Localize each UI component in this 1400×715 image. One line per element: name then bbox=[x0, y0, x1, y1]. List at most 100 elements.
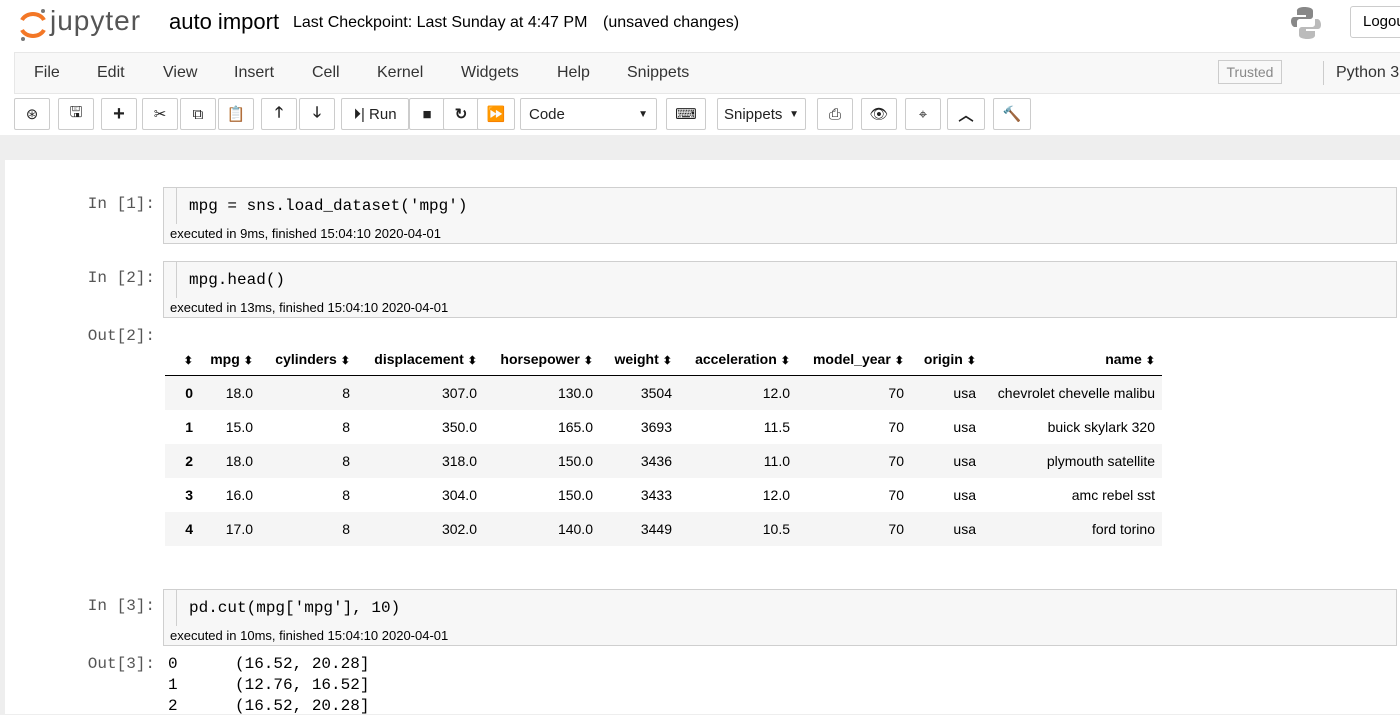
table-cell: 130.0 bbox=[484, 375, 600, 410]
table-cell: 307.0 bbox=[357, 375, 484, 410]
index-header[interactable]: ⬍ bbox=[165, 343, 200, 376]
move-up-button[interactable]: 🡑 bbox=[261, 98, 297, 130]
input-prompt: In [1]: bbox=[87, 195, 155, 213]
logo-icon bbox=[20, 9, 46, 41]
column-name: horsepower bbox=[500, 351, 580, 367]
sort-icon: ⬍ bbox=[1145, 355, 1155, 367]
column-header[interactable]: acceleration ⬍ bbox=[679, 343, 797, 376]
row-index: 2 bbox=[165, 444, 200, 478]
output-prompt: Out[2]: bbox=[87, 327, 155, 345]
column-name: acceleration bbox=[695, 351, 777, 367]
row-index: 1 bbox=[185, 419, 193, 435]
table-cell: 17.0 bbox=[200, 512, 260, 546]
row-index: 4 bbox=[165, 512, 200, 546]
copy-button[interactable]: ⧉ bbox=[180, 98, 216, 130]
table-cell: 12.0 bbox=[679, 375, 797, 410]
sort-icon: ⬍ bbox=[583, 355, 593, 367]
menu-item[interactable]: Widgets bbox=[461, 64, 519, 81]
table-cell: 70 bbox=[797, 375, 911, 410]
column-name: mpg bbox=[210, 351, 240, 367]
table-cell: 16.0 bbox=[225, 487, 253, 503]
column-header[interactable]: horsepower ⬍ bbox=[484, 343, 600, 376]
series-value: (16.52, 20.28] bbox=[235, 655, 370, 673]
keyboard-button[interactable]: ⌨ bbox=[666, 98, 706, 130]
print-button[interactable]: ⎙ bbox=[817, 98, 853, 130]
input-prompt: In [3]: bbox=[87, 597, 155, 615]
column-header[interactable]: mpg ⬍ bbox=[200, 343, 260, 376]
table-row: 0 18.0 8 307.0 130.0 3504 12.0 70 usa chevrolet c… bbox=[165, 375, 1162, 410]
cell-type-select[interactable]: Code ▼ bbox=[520, 98, 657, 130]
run-label: Run bbox=[369, 105, 397, 123]
target-button[interactable]: ⌖ bbox=[905, 98, 941, 130]
row-index: 3 bbox=[185, 487, 193, 503]
menu-item[interactable]: Help bbox=[557, 64, 590, 81]
column-header[interactable]: name ⬍ bbox=[983, 343, 1162, 376]
exec-info: executed in 10ms, finished 15:04:10 2020… bbox=[170, 628, 449, 643]
table-row: 3 16.0 8 304.0 150.0 3433 12.0 70 usa amc rebel s… bbox=[165, 478, 1162, 512]
menu-item[interactable]: Cell bbox=[312, 64, 340, 81]
run-button[interactable]: ⏵| Run bbox=[341, 98, 409, 130]
menu-item[interactable]: View bbox=[163, 64, 198, 81]
collapse-button[interactable]: ︿ bbox=[947, 98, 985, 130]
table-cell: 318.0 bbox=[357, 444, 484, 478]
table-cell: 18.0 bbox=[200, 444, 260, 478]
save-button[interactable]: 🖫 bbox=[58, 98, 94, 130]
table-cell: 3433 bbox=[640, 487, 672, 503]
restart-button[interactable]: ↻ bbox=[443, 98, 479, 130]
table-cell: 140.0 bbox=[484, 512, 600, 546]
sort-icon: ⬍ bbox=[662, 355, 672, 367]
table-cell: amc rebel sst bbox=[1071, 487, 1155, 503]
table-cell: buick skylark 320 bbox=[1047, 419, 1155, 435]
move-down-button[interactable]: 🡓 bbox=[299, 98, 335, 130]
code-source[interactable]: mpg = sns.load_dataset('mpg') bbox=[176, 188, 1396, 224]
column-header[interactable]: weight ⬍ bbox=[600, 343, 679, 376]
sort-icon: ⬍ bbox=[966, 355, 976, 367]
interrupt-button[interactable]: ■ bbox=[409, 98, 445, 130]
restart-run-all-button[interactable]: ⏩ bbox=[477, 98, 515, 130]
column-name: weight bbox=[614, 351, 659, 367]
cut-button[interactable]: ✂ bbox=[142, 98, 178, 130]
sort-icon: ⬍ bbox=[467, 355, 477, 367]
column-header[interactable]: origin ⬍ bbox=[911, 343, 983, 376]
table-cell: 8 bbox=[342, 487, 350, 503]
table-cell: chevrolet chevelle malibu bbox=[983, 375, 1162, 410]
snippets-select[interactable]: Snippets ▼ bbox=[717, 98, 806, 130]
header-row: ⬍ mpg ⬍ cylinders ⬍ displacement ⬍ horsepower ⬍ w… bbox=[165, 343, 1162, 376]
menu-item[interactable]: Snippets bbox=[627, 64, 690, 81]
input-cell[interactable]: mpg.head() executed in 13ms, finished 15:… bbox=[163, 261, 1397, 318]
column-header[interactable]: displacement ⬍ bbox=[357, 343, 484, 376]
exec-info: executed in 9ms, finished 15:04:10 2020-… bbox=[170, 226, 442, 241]
table-cell: 8 bbox=[260, 444, 357, 478]
column-header[interactable]: cylinders ⬍ bbox=[260, 343, 357, 376]
dropdown-arrow: ▼ bbox=[638, 108, 648, 120]
sort-icon: ⬍ bbox=[183, 355, 193, 367]
table-cell: usa bbox=[911, 375, 983, 410]
notebook-name[interactable]: auto import bbox=[169, 9, 280, 34]
paste-button[interactable]: 📋 bbox=[218, 98, 254, 130]
column-header[interactable]: model_year ⬍ bbox=[797, 343, 911, 376]
table-cell: 8 bbox=[342, 419, 350, 435]
input-cell[interactable]: mpg = sns.load_dataset('mpg') executed in… bbox=[163, 187, 1397, 244]
command-palette-button[interactable]: ⊛ bbox=[14, 98, 50, 130]
code-source[interactable]: pd.cut(mpg['mpg'], 10) bbox=[176, 590, 1396, 626]
input-cell[interactable]: pd.cut(mpg['mpg'], 10) executed in 10ms, … bbox=[163, 589, 1397, 646]
trusted-indicator[interactable]: Trusted bbox=[1218, 60, 1282, 84]
table-head: ⬍ mpg ⬍ cylinders ⬍ displacement ⬍ horsepower ⬍ w… bbox=[165, 343, 1162, 376]
table-cell: 70 bbox=[888, 419, 904, 435]
menu-item[interactable]: Kernel bbox=[377, 64, 424, 81]
output-prompt: Out[3]: bbox=[87, 655, 155, 673]
insert-cell-button[interactable]: + bbox=[101, 98, 137, 130]
menu-item[interactable]: Insert bbox=[234, 64, 275, 81]
code-source[interactable]: mpg.head() bbox=[176, 262, 1396, 298]
table-cell: 302.0 bbox=[357, 512, 484, 546]
menu-item[interactable]: File bbox=[34, 64, 60, 81]
menu-item[interactable]: Edit bbox=[97, 64, 125, 81]
table-cell: 15.0 bbox=[225, 419, 253, 435]
table-cell: 8 bbox=[260, 512, 357, 546]
notebook: In [1]: mpg = sns.load_dataset('mpg')exec… bbox=[5, 160, 1400, 715]
preview-button[interactable]: 👁 bbox=[861, 98, 897, 130]
sort-icon: ⬍ bbox=[780, 355, 790, 367]
logo-text[interactable]: jupyter bbox=[50, 5, 142, 36]
logout-button[interactable]: Logout bbox=[1350, 6, 1400, 38]
tools-button[interactable]: 🔨 bbox=[993, 98, 1031, 130]
